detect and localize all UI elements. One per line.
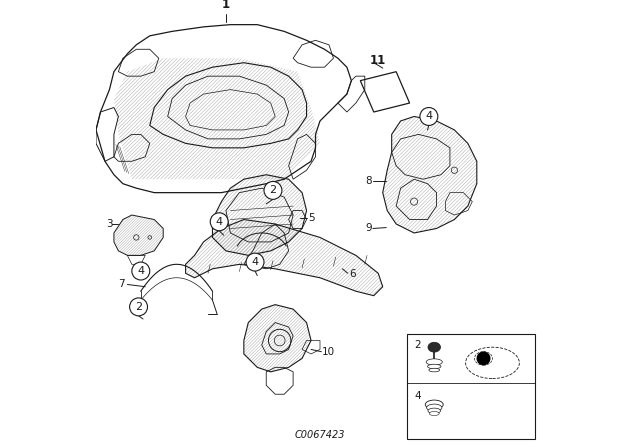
Text: 11: 11 xyxy=(369,54,385,67)
Ellipse shape xyxy=(428,342,440,352)
Ellipse shape xyxy=(428,408,440,414)
Ellipse shape xyxy=(426,359,442,365)
Text: 7: 7 xyxy=(118,280,125,289)
Text: 4: 4 xyxy=(137,266,145,276)
Text: 9: 9 xyxy=(365,224,371,233)
Text: 4: 4 xyxy=(216,217,223,227)
Text: 4: 4 xyxy=(414,391,420,401)
Text: 10: 10 xyxy=(323,347,335,357)
Text: 8: 8 xyxy=(365,177,371,186)
Text: 6: 6 xyxy=(349,269,356,279)
Ellipse shape xyxy=(429,368,440,372)
Text: 4: 4 xyxy=(252,257,259,267)
Text: 2: 2 xyxy=(269,185,276,195)
Ellipse shape xyxy=(429,411,439,416)
Text: 4: 4 xyxy=(426,112,433,121)
Circle shape xyxy=(420,108,438,125)
Bar xyxy=(407,334,535,439)
Circle shape xyxy=(246,253,264,271)
Ellipse shape xyxy=(427,404,442,411)
Circle shape xyxy=(132,262,150,280)
Ellipse shape xyxy=(428,364,441,369)
Text: 3: 3 xyxy=(106,219,113,229)
Text: 2: 2 xyxy=(135,302,142,312)
Text: C0067423: C0067423 xyxy=(295,430,345,439)
Ellipse shape xyxy=(425,400,443,409)
Circle shape xyxy=(264,181,282,199)
Circle shape xyxy=(210,213,228,231)
Circle shape xyxy=(129,298,147,316)
Text: 1: 1 xyxy=(222,0,230,11)
Text: 5: 5 xyxy=(308,213,315,223)
Circle shape xyxy=(477,352,490,365)
Text: 2: 2 xyxy=(414,340,420,350)
